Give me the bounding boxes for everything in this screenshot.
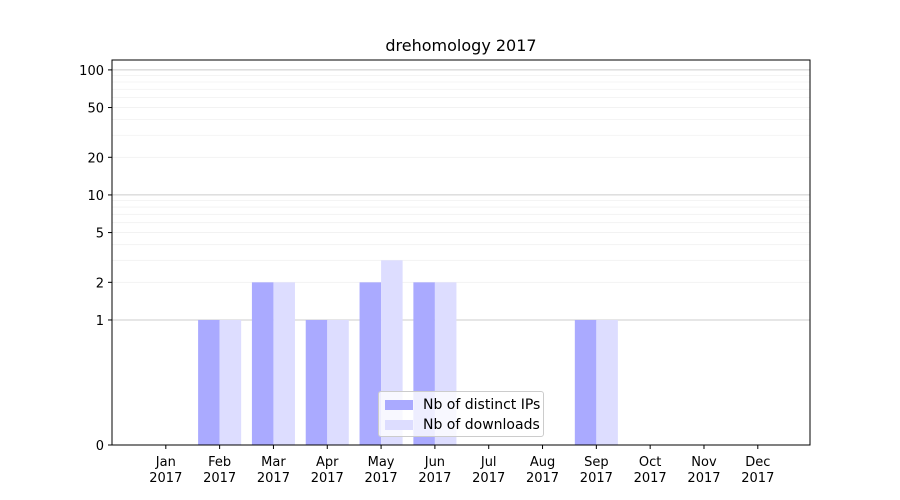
y-tick-label: 1 <box>96 314 104 329</box>
y-tick-label: 2 <box>96 276 104 291</box>
legend-item-downloads: Nb of downloads <box>385 416 540 434</box>
y-tick-label: 20 <box>87 151 104 166</box>
bar <box>574 319 597 445</box>
x-tick-label: Jan 2017 <box>149 455 182 486</box>
x-tick-label: Sep 2017 <box>580 455 613 486</box>
x-tick-label: Jun 2017 <box>418 455 451 486</box>
x-tick-label: Oct 2017 <box>634 455 667 486</box>
y-tick-label: 10 <box>87 189 104 204</box>
legend-label-downloads: Nb of downloads <box>423 417 540 433</box>
bar <box>305 319 328 445</box>
legend-swatch-ips <box>385 400 413 410</box>
legend: Nb of distinct IPs Nb of downloads <box>378 391 544 437</box>
y-tick-label: 100 <box>79 64 104 79</box>
bar <box>273 282 295 445</box>
plot-frame <box>111 59 811 446</box>
x-tick-label: Dec 2017 <box>741 455 774 486</box>
legend-item-ips: Nb of distinct IPs <box>385 396 540 414</box>
bar <box>327 319 349 445</box>
bar <box>359 282 382 445</box>
y-axis: 0 1 2 5 10 20 50 100 <box>79 64 112 454</box>
y-tick-label: 0 <box>96 439 104 454</box>
x-tick-label: Aug 2017 <box>526 455 559 486</box>
x-tick-label: Apr 2017 <box>311 455 344 486</box>
y-tick-label: 50 <box>87 102 104 117</box>
bar <box>219 319 242 445</box>
x-tick-label: Feb 2017 <box>203 455 236 486</box>
x-tick-label: Nov 2017 <box>687 455 720 486</box>
x-tick-label: Jul 2017 <box>472 455 505 486</box>
y-tick-label: 5 <box>96 227 104 242</box>
legend-swatch-downloads <box>385 420 413 430</box>
grid-lines <box>112 69 810 321</box>
chart-title: drehomology 2017 <box>385 36 536 55</box>
x-tick-label: Mar 2017 <box>257 455 290 486</box>
x-axis: Jan 2017 Feb 2017 Mar 2017 Apr 2017 May 2017 Jun 20… <box>149 445 774 486</box>
legend-label-ips: Nb of distinct IPs <box>423 397 541 413</box>
bar <box>198 319 220 445</box>
bar <box>596 319 618 445</box>
bar <box>251 282 274 445</box>
x-tick-label: May 2017 <box>365 455 398 486</box>
